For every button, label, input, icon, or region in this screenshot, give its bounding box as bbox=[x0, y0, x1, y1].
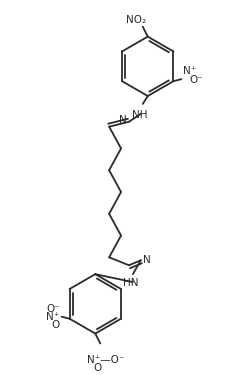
Text: N⁺: N⁺ bbox=[183, 66, 197, 76]
Text: NH: NH bbox=[132, 110, 148, 120]
Text: N⁺: N⁺ bbox=[46, 312, 60, 322]
Text: N⁺—O⁻: N⁺—O⁻ bbox=[87, 356, 125, 365]
Text: O: O bbox=[93, 363, 101, 373]
Text: HN: HN bbox=[123, 278, 139, 288]
Text: O⁻: O⁻ bbox=[46, 304, 60, 314]
Text: NO₂: NO₂ bbox=[126, 15, 146, 25]
Text: N: N bbox=[119, 115, 127, 125]
Text: N: N bbox=[143, 255, 151, 265]
Text: O: O bbox=[51, 320, 60, 330]
Text: O⁻: O⁻ bbox=[189, 75, 203, 85]
